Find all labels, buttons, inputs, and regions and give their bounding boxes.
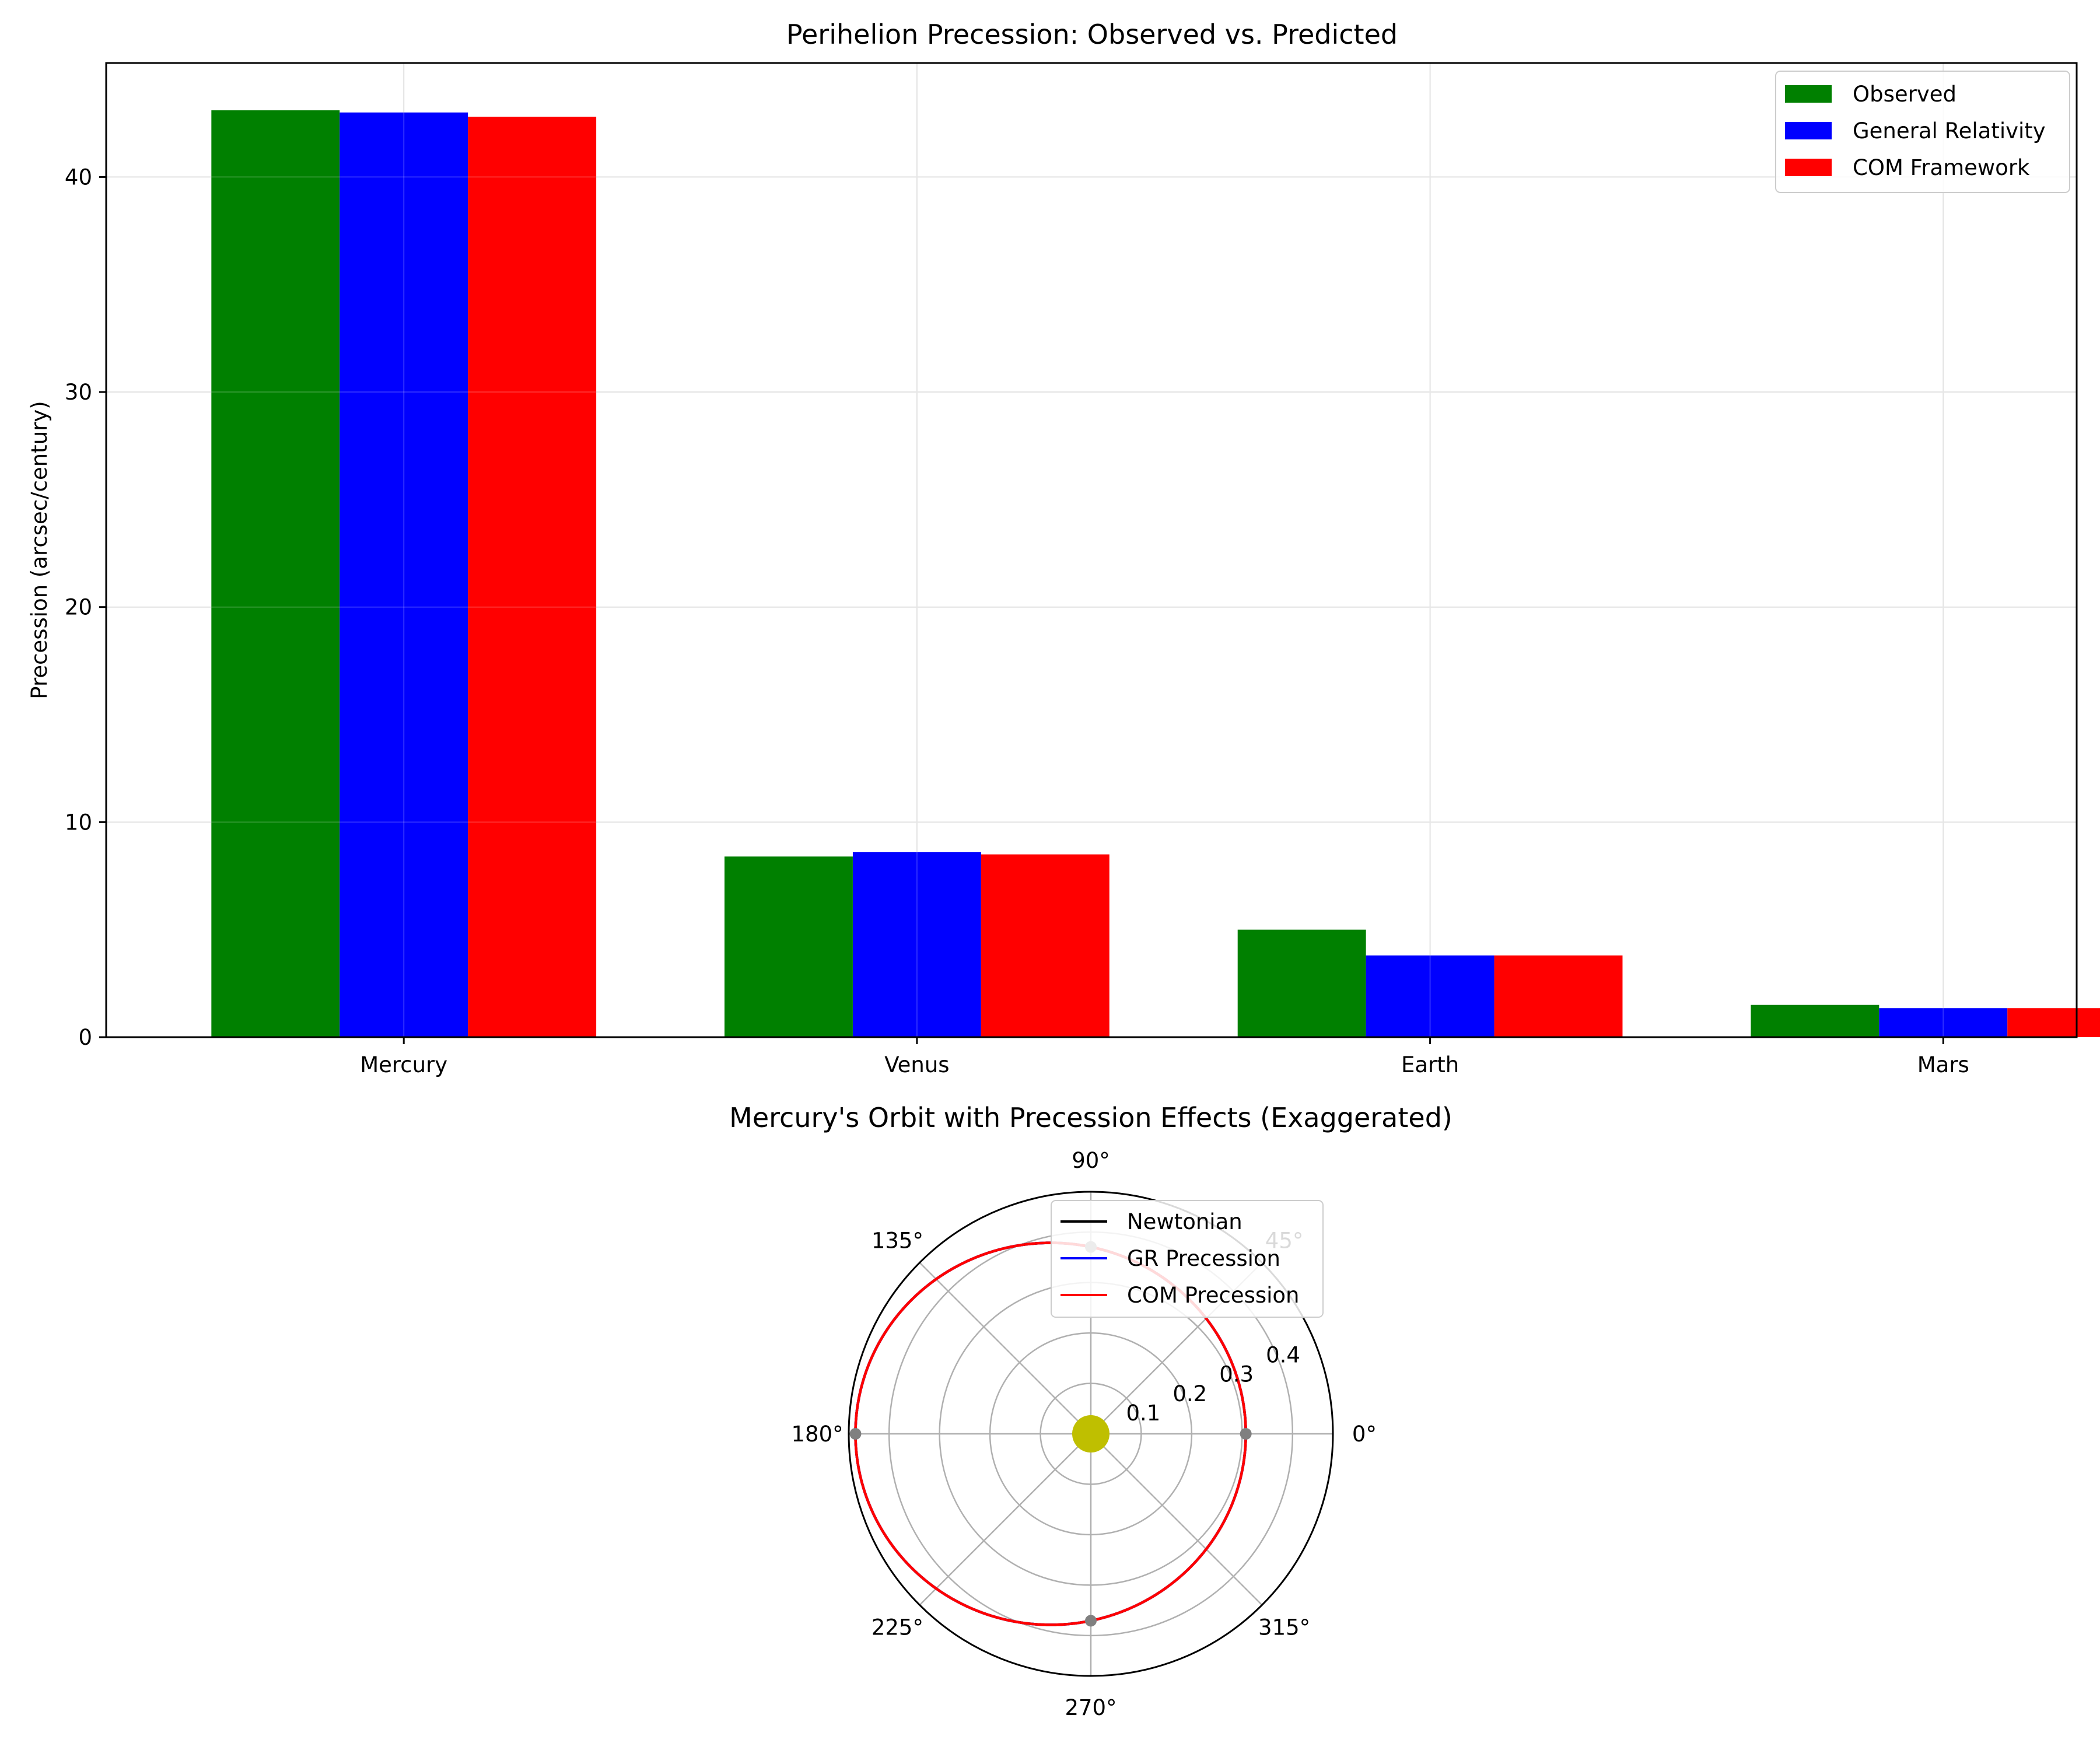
bar-chart-y-axis-label: Precession (arcsec/century) xyxy=(27,401,52,699)
bar-general-relativity-venus xyxy=(852,852,981,1037)
legend-label-com-framework: COM Framework xyxy=(1853,155,2030,180)
y-tick-label: 40 xyxy=(65,164,92,190)
polar-spoke xyxy=(919,1433,1091,1606)
angle-tick-label: 90° xyxy=(1072,1148,1110,1173)
bar-chart-title: Perihelion Precession: Observed vs. Pred… xyxy=(786,19,1398,50)
legend-item-com-precession: COM Precession xyxy=(1060,1283,1300,1308)
y-tick-label: 30 xyxy=(65,380,92,405)
bar-chart-axes-frame xyxy=(105,62,2078,1038)
bar-com-framework-mercury xyxy=(468,117,597,1038)
legend-swatch-observed xyxy=(1785,85,1832,103)
bar-observed-mercury xyxy=(211,110,340,1037)
y-tick-label: 0 xyxy=(78,1025,92,1050)
bar-chart-bars xyxy=(106,63,2100,1038)
x-tick-label-mercury: Mercury xyxy=(360,1052,447,1077)
orbit-marker-180 xyxy=(849,1428,862,1440)
angle-tick-label: 315° xyxy=(1258,1615,1310,1640)
bar-observed-venus xyxy=(724,856,853,1037)
polar-chart-radial-labels: 0.1 0.2 0.3 0.4 xyxy=(1126,1343,1300,1426)
radial-tick-label: 0.2 xyxy=(1172,1381,1207,1406)
y-tick-label: 20 xyxy=(65,595,92,620)
bar-general-relativity-earth xyxy=(1366,955,1494,1037)
legend-label-general-relativity: General Relativity xyxy=(1853,118,2046,144)
legend-item-observed: Observed xyxy=(1785,82,1957,107)
x-tick-label-mars: Mars xyxy=(1917,1052,1969,1077)
angle-tick-label: 135° xyxy=(872,1228,923,1253)
polar-chart-angle-labels: 0°45°90°135°180°225°270°315° xyxy=(791,1148,1376,1720)
bar-chart-y-ticks: 0 10 20 30 40 xyxy=(65,164,106,1050)
polar-chart-frame xyxy=(848,1191,1334,1677)
legend-item-gr-precession: GR Precession xyxy=(1060,1246,1280,1271)
legend-item-newtonian: Newtonian xyxy=(1060,1209,1242,1234)
radial-tick-label: 0.4 xyxy=(1266,1343,1300,1368)
angle-tick-label: 225° xyxy=(872,1615,923,1640)
legend-label-gr-precession: GR Precession xyxy=(1127,1246,1280,1271)
legend-label-com-precession: COM Precession xyxy=(1127,1283,1300,1308)
sun-marker xyxy=(1072,1415,1110,1452)
radial-tick-label: 0.1 xyxy=(1126,1401,1160,1426)
bar-general-relativity-mars xyxy=(1879,1008,2008,1037)
polar-chart-legend-box xyxy=(1051,1200,1324,1318)
legend-label-observed: Observed xyxy=(1853,82,1957,107)
y-tick-label: 10 xyxy=(65,810,92,835)
bar-observed-earth xyxy=(1237,929,1366,1037)
polar-spoke xyxy=(919,1262,1091,1434)
bar-chart-x-ticks: Mercury Venus Earth Mars xyxy=(360,1037,1969,1077)
polar-chart-legend: Newtonian GR Precession COM Precession xyxy=(1051,1200,1324,1318)
orbit-marker-270 xyxy=(1085,1615,1097,1627)
bar-chart: Perihelion Precession: Observed vs. Pred… xyxy=(27,19,2100,1077)
polar-spoke xyxy=(1090,1433,1263,1606)
bar-observed-mars xyxy=(1751,1005,1880,1037)
bar-com-framework-mars xyxy=(2007,1008,2100,1037)
legend-label-newtonian: Newtonian xyxy=(1127,1209,1242,1234)
bar-com-framework-venus xyxy=(981,854,1110,1037)
polar-chart-title: Mercury's Orbit with Precession Effects … xyxy=(729,1102,1452,1133)
orbit-marker-0 xyxy=(1240,1428,1252,1440)
bar-chart-legend-box xyxy=(1775,71,2070,193)
polar-chart: Mercury's Orbit with Precession Effects … xyxy=(729,1102,1452,1720)
legend-item-general-relativity: General Relativity xyxy=(1785,118,2046,144)
bar-com-framework-earth xyxy=(1494,955,1623,1037)
legend-swatch-com-framework xyxy=(1785,159,1832,176)
legend-item-com-framework: COM Framework xyxy=(1785,155,2030,180)
radial-tick-label: 0.3 xyxy=(1219,1362,1254,1387)
angle-tick-label: 0° xyxy=(1352,1422,1377,1447)
bar-chart-legend: Observed General Relativity COM Framewor… xyxy=(1775,71,2070,193)
angle-tick-label: 180° xyxy=(791,1422,843,1447)
angle-tick-label: 270° xyxy=(1065,1695,1116,1720)
bar-general-relativity-mercury xyxy=(340,112,468,1037)
legend-swatch-general-relativity xyxy=(1785,122,1832,139)
x-tick-label-venus: Venus xyxy=(884,1052,949,1077)
x-tick-label-earth: Earth xyxy=(1401,1052,1459,1077)
